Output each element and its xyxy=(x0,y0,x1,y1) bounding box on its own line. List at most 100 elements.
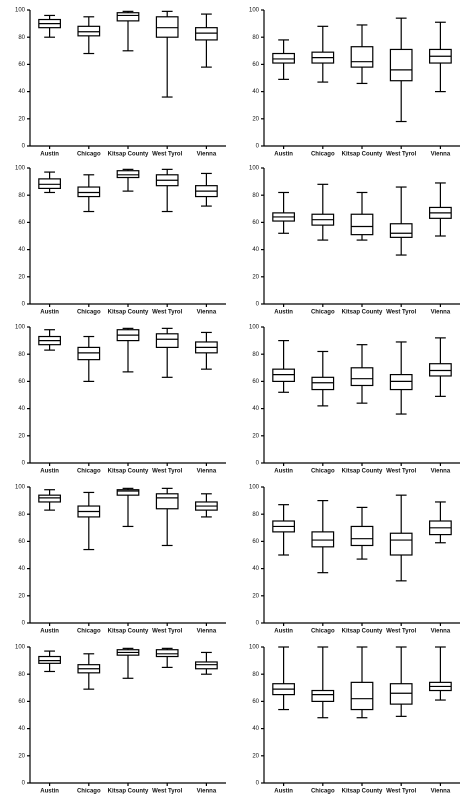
x-tick-label: Kitsap County xyxy=(342,310,383,316)
x-tick-label: Kitsap County xyxy=(108,629,149,635)
y-tick-label: 80 xyxy=(18,352,25,358)
y-tick-label: 80 xyxy=(252,35,259,41)
box xyxy=(389,532,413,556)
x-tick-label: Kitsap County xyxy=(108,152,149,158)
y-tick-label: 20 xyxy=(18,753,25,759)
x-tick-label: West Tyrol xyxy=(386,789,416,795)
box xyxy=(350,213,374,236)
x-tick-label: Kitsap County xyxy=(108,469,149,475)
box xyxy=(311,376,335,391)
x-tick-label: Kitsap County xyxy=(342,789,383,795)
x-tick-label: Austin xyxy=(274,469,293,475)
box xyxy=(350,681,374,711)
y-tick-label: 60 xyxy=(18,62,25,68)
y-tick-label: 20 xyxy=(18,593,25,599)
x-tick-label: Vienna xyxy=(197,789,217,795)
y-tick-label: 100 xyxy=(249,485,260,491)
y-tick-label: 60 xyxy=(18,379,25,385)
y-tick-label: 40 xyxy=(18,247,25,253)
x-tick-label: Chicago xyxy=(77,469,101,475)
y-tick-label: 20 xyxy=(252,274,259,280)
x-tick-label: Kitsap County xyxy=(342,469,383,475)
x-tick-label: Austin xyxy=(274,629,293,635)
y-tick-label: 60 xyxy=(252,699,259,705)
box xyxy=(389,223,413,238)
y-tick-label: 0 xyxy=(22,781,26,787)
box xyxy=(116,170,140,179)
x-tick-label: Vienna xyxy=(431,629,451,635)
y-tick-label: 0 xyxy=(256,302,260,308)
x-tick-label: West Tyrol xyxy=(152,310,182,316)
y-tick-label: 60 xyxy=(18,699,25,705)
y-tick-label: 100 xyxy=(249,166,260,172)
x-tick-label: Vienna xyxy=(431,310,451,316)
x-tick-label: West Tyrol xyxy=(152,469,182,475)
box xyxy=(38,655,61,664)
x-tick-label: Vienna xyxy=(431,152,451,158)
y-tick-label: 20 xyxy=(252,753,259,759)
x-tick-label: Austin xyxy=(274,310,293,316)
box xyxy=(350,367,374,387)
y-tick-label: 20 xyxy=(252,593,259,599)
x-tick-label: Chicago xyxy=(311,152,335,158)
y-tick-label: 80 xyxy=(252,352,259,358)
x-tick-label: West Tyrol xyxy=(386,629,416,635)
y-tick-label: 0 xyxy=(256,781,260,787)
x-tick-label: Vienna xyxy=(431,469,451,475)
box xyxy=(195,27,218,41)
x-tick-label: Vienna xyxy=(431,789,451,795)
x-tick-label: Austin xyxy=(274,789,293,795)
x-tick-label: Austin xyxy=(274,152,293,158)
y-tick-label: 40 xyxy=(252,726,259,732)
x-tick-label: Chicago xyxy=(77,629,101,635)
x-tick-label: West Tyrol xyxy=(386,469,416,475)
y-tick-label: 80 xyxy=(18,193,25,199)
box xyxy=(77,346,101,361)
x-tick-label: Vienna xyxy=(197,152,217,158)
y-tick-label: 40 xyxy=(252,247,259,253)
y-tick-label: 20 xyxy=(18,433,25,439)
y-tick-label: 40 xyxy=(252,406,259,412)
y-tick-label: 0 xyxy=(22,302,26,308)
box xyxy=(350,525,374,547)
box xyxy=(311,531,335,548)
y-tick-label: 20 xyxy=(18,274,25,280)
y-tick-label: 40 xyxy=(18,566,25,572)
box xyxy=(116,489,140,496)
x-tick-label: Austin xyxy=(40,469,59,475)
y-tick-label: 60 xyxy=(18,220,25,226)
y-tick-label: 80 xyxy=(18,512,25,518)
y-tick-label: 60 xyxy=(252,220,259,226)
y-tick-label: 100 xyxy=(15,8,26,14)
box xyxy=(77,186,101,198)
y-tick-label: 40 xyxy=(18,406,25,412)
box xyxy=(389,48,413,82)
y-tick-label: 20 xyxy=(18,116,25,122)
x-tick-label: Chicago xyxy=(77,310,101,316)
box xyxy=(195,661,218,670)
y-tick-label: 0 xyxy=(22,621,26,627)
x-tick-label: Austin xyxy=(40,310,59,316)
x-tick-label: Vienna xyxy=(197,629,217,635)
y-tick-label: 20 xyxy=(252,433,259,439)
y-tick-label: 20 xyxy=(252,116,259,122)
box xyxy=(272,52,295,64)
y-tick-label: 60 xyxy=(252,62,259,68)
y-tick-label: 100 xyxy=(249,645,260,651)
box xyxy=(116,12,140,22)
y-tick-label: 100 xyxy=(15,166,26,172)
box xyxy=(155,649,179,658)
y-tick-label: 100 xyxy=(15,645,26,651)
x-tick-label: West Tyrol xyxy=(152,152,182,158)
y-tick-label: 40 xyxy=(18,726,25,732)
box xyxy=(77,25,101,37)
box xyxy=(155,16,179,38)
x-tick-label: Chicago xyxy=(311,629,335,635)
x-tick-label: Vienna xyxy=(197,310,217,316)
x-tick-label: Vienna xyxy=(197,469,217,475)
y-tick-label: 60 xyxy=(18,539,25,545)
y-tick-label: 0 xyxy=(256,144,260,150)
y-tick-label: 100 xyxy=(15,325,26,331)
y-tick-label: 100 xyxy=(249,325,260,331)
